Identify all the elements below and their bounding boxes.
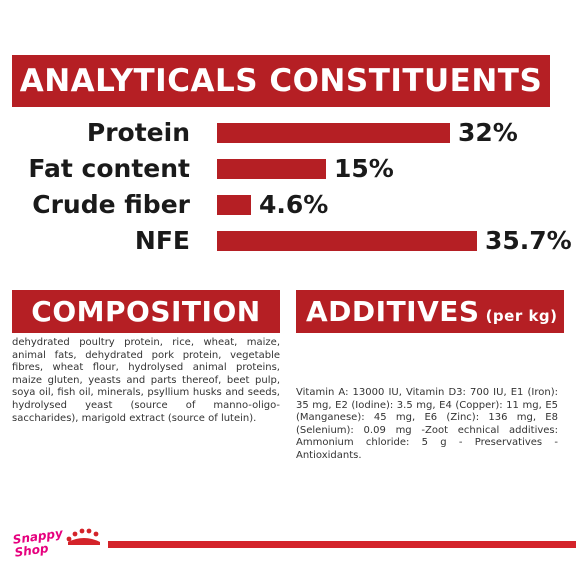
footer-divider xyxy=(108,541,576,548)
category-label: Crude fiber xyxy=(32,190,190,219)
category-label: Protein xyxy=(86,118,190,147)
composition-text: dehydrated poultry protein, rice, wheat,… xyxy=(12,337,280,424)
composition-title: COMPOSITION xyxy=(31,295,261,328)
value-bar xyxy=(217,231,477,251)
value-bar xyxy=(217,159,326,179)
snappy-shop-logo: Snappy Shop xyxy=(12,526,65,560)
value-label: 15% xyxy=(334,154,394,183)
composition-banner: COMPOSITION xyxy=(12,290,280,333)
value-label: 35.7% xyxy=(485,226,572,255)
value-label: 32% xyxy=(458,118,518,147)
chart-row: Protein 32% xyxy=(0,116,576,150)
chart-row: Crude fiber 4.6% xyxy=(0,188,576,222)
analyticals-title: ANALYTICALS CONSTITUENTS xyxy=(19,63,543,99)
analyticals-banner: ANALYTICALS CONSTITUENTS xyxy=(12,55,550,107)
additives-title: ADDITIVES xyxy=(306,295,480,328)
additives-unit: (per kg) xyxy=(485,306,558,325)
category-label: Fat content xyxy=(28,154,190,183)
value-bar xyxy=(217,123,450,143)
value-label: 4.6% xyxy=(259,190,329,219)
category-label: NFE xyxy=(134,226,190,255)
additives-banner: ADDITIVES (per kg) xyxy=(296,290,564,333)
value-bar xyxy=(217,195,251,215)
crown-icon xyxy=(66,528,100,545)
chart-row: NFE 35.7% xyxy=(0,224,576,258)
additives-text: Vitamin A: 13000 IU, Vitamin D3: 700 IU,… xyxy=(296,387,558,461)
chart-row: Fat content 15% xyxy=(0,152,576,186)
